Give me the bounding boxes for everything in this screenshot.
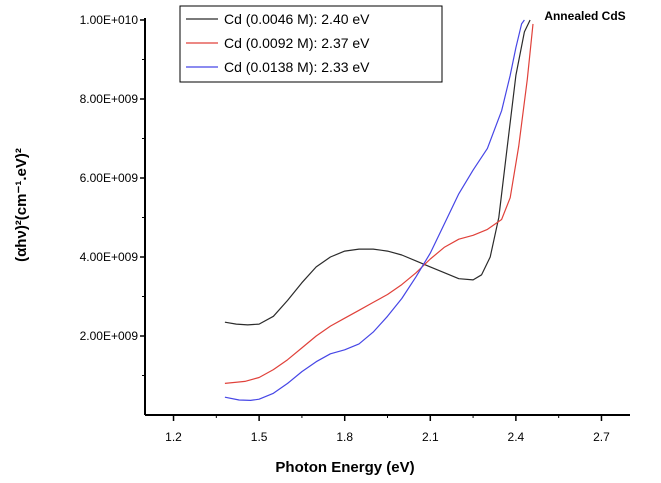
y-tick-label: 8.00E+009 (80, 92, 139, 106)
series-line-3 (224, 19, 525, 401)
series-line-2 (224, 23, 534, 384)
x-tick-label: 2.1 (422, 430, 439, 444)
y-tick-label: 1.00E+010 (80, 13, 139, 27)
legend-label-3: Cd (0.0138 M): 2.33 eV (224, 59, 370, 75)
series-layer (224, 19, 534, 401)
legend-label-1: Cd (0.0046 M): 2.40 eV (224, 11, 370, 27)
x-tick-label: 1.5 (251, 430, 268, 444)
x-axis-ticks: 1.2 1.5 1.8 2.1 2.4 2.7 (165, 415, 610, 444)
y-tick-label: 2.00E+009 (80, 329, 139, 343)
y-axis-title: (αhν)²(cm⁻¹.eV)² (13, 148, 30, 262)
x-tick-label: 2.4 (508, 430, 525, 444)
legend-box (179, 5, 443, 83)
chart-title: Annealed CdS (544, 9, 625, 23)
legend: Cd (0.0046 M): 2.40 eV Cd (0.0092 M): 2.3… (179, 5, 443, 83)
x-tick-label: 1.8 (336, 430, 353, 444)
legend-label-2: Cd (0.0092 M): 2.37 eV (224, 35, 370, 51)
x-tick-label: 2.7 (593, 430, 610, 444)
x-axis-title: Photon Energy (eV) (275, 459, 414, 476)
y-axis-ticks: 2.00E+009 4.00E+009 6.00E+009 8.00E+009 1.00… (80, 13, 145, 376)
y-tick-label: 6.00E+009 (80, 171, 139, 185)
series-line-1 (224, 19, 531, 326)
x-tick-label: 1.2 (165, 430, 182, 444)
y-tick-label: 4.00E+009 (80, 250, 139, 264)
